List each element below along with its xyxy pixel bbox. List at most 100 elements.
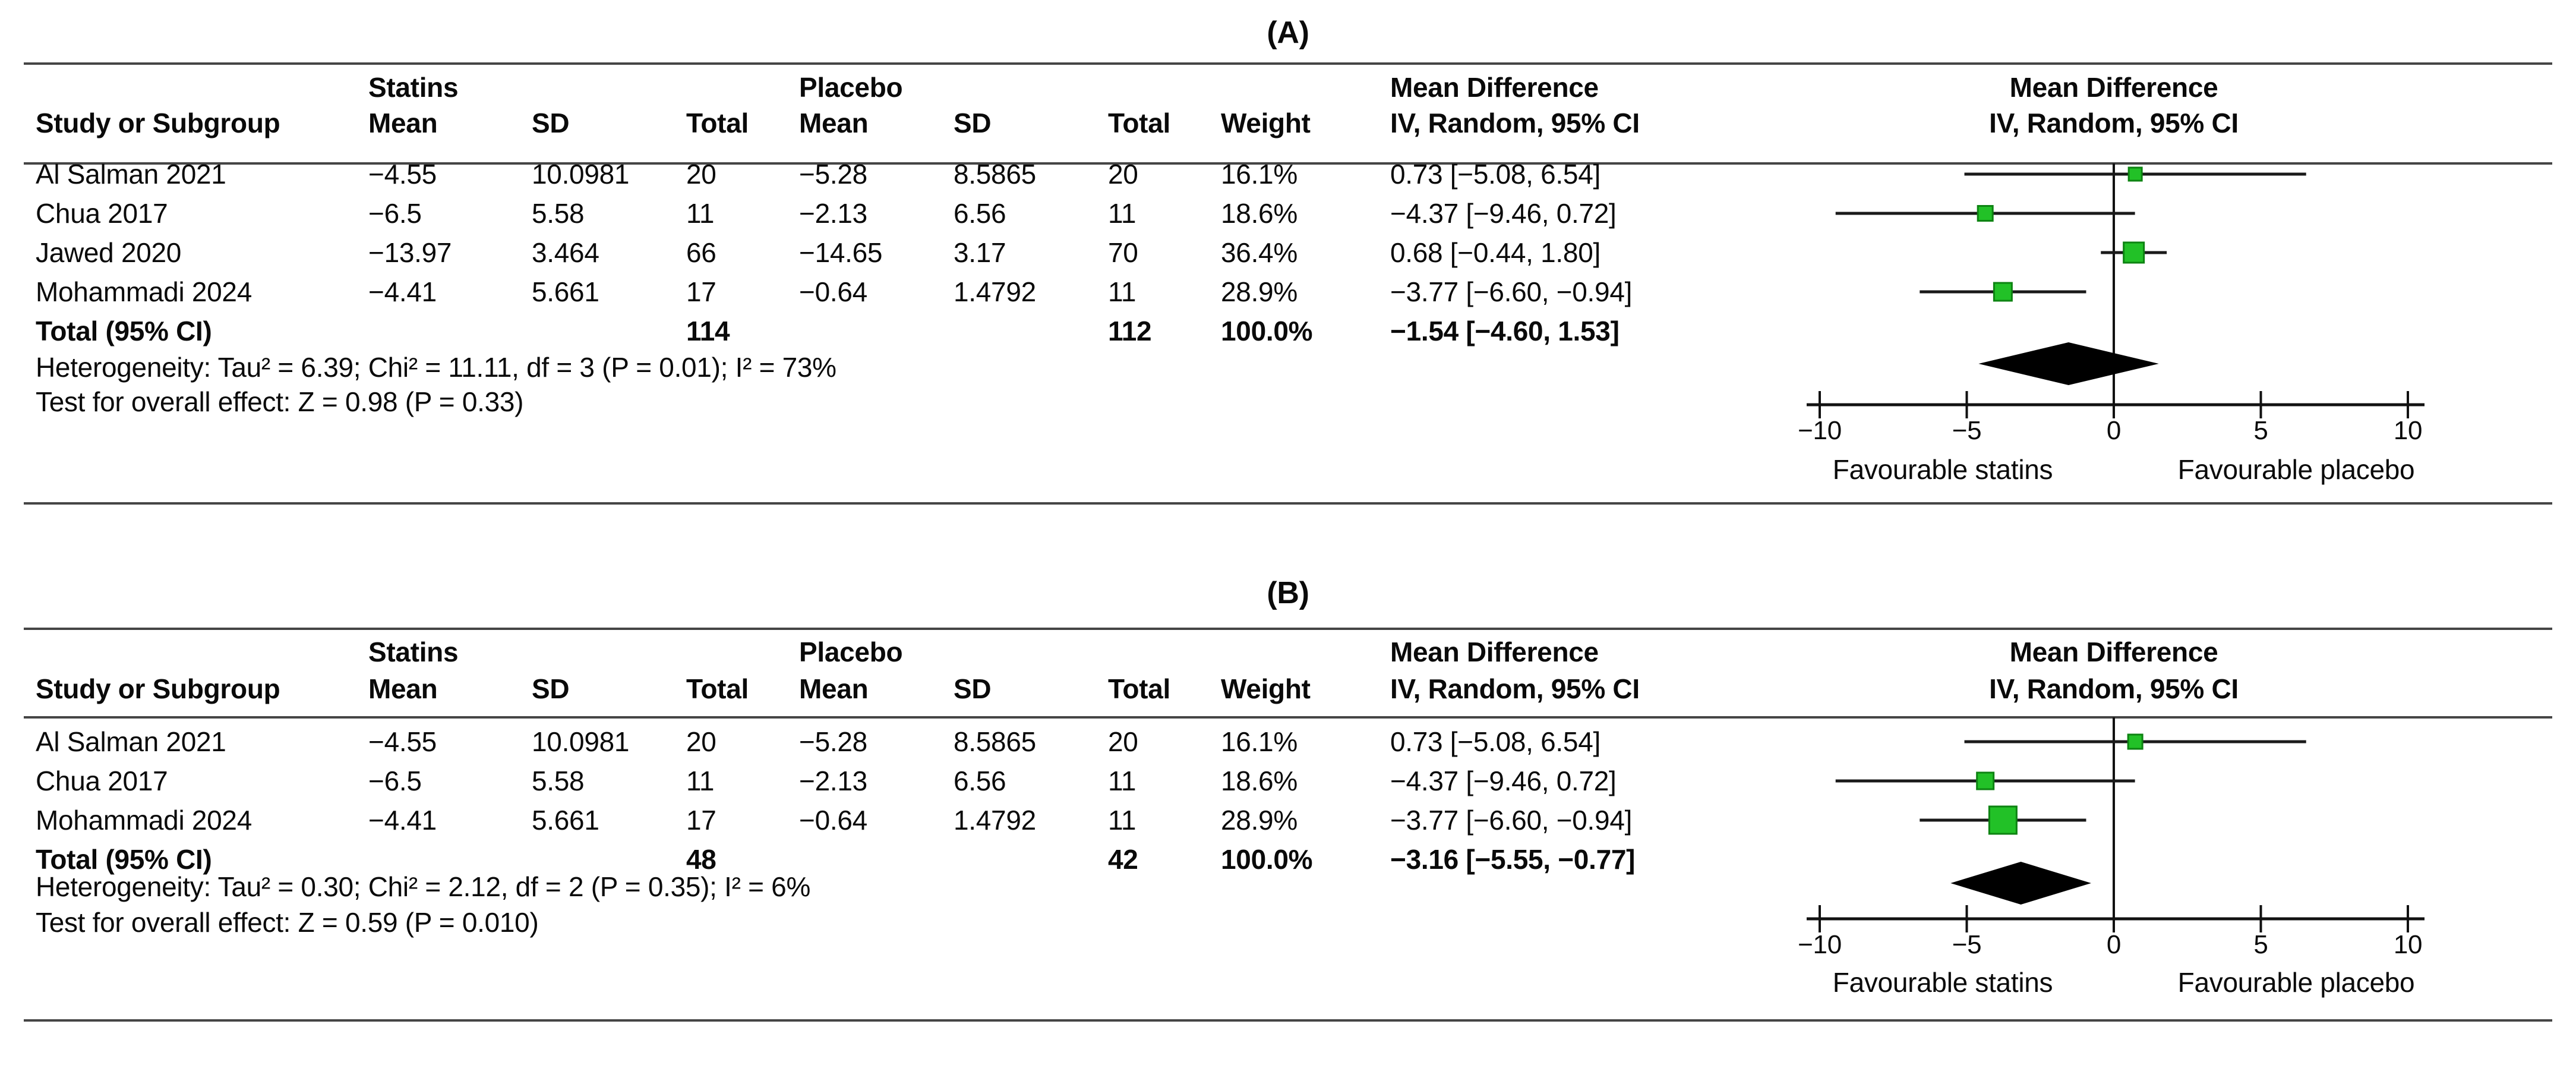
mean1-column-header: Mean bbox=[368, 108, 438, 138]
panel-title: (B) bbox=[1267, 576, 1309, 610]
sd-statins: 3.464 bbox=[532, 237, 599, 268]
top-rule bbox=[24, 62, 2552, 65]
sd-placebo: 8.5865 bbox=[954, 726, 1036, 757]
md-ci-value: −4.37 [−9.46, 0.72] bbox=[1390, 765, 1617, 796]
md-ci-value: −3.77 [−6.60, −0.94] bbox=[1390, 276, 1633, 307]
group1-header: Statins bbox=[368, 637, 459, 667]
total-placebo-sum: 112 bbox=[1108, 316, 1152, 346]
mean-placebo: −5.28 bbox=[799, 159, 867, 190]
total-statins: 66 bbox=[686, 237, 716, 268]
effect-square bbox=[1976, 771, 1995, 790]
sd-placebo: 6.56 bbox=[954, 198, 1006, 229]
md-ci-value: −4.37 [−9.46, 0.72] bbox=[1390, 198, 1617, 229]
total-placebo: 20 bbox=[1108, 726, 1138, 757]
heterogeneity-note: Heterogeneity: Tau² = 6.39; Chi² = 11.11… bbox=[36, 352, 836, 383]
effect-square bbox=[2127, 166, 2143, 182]
sd1-column-header: SD bbox=[532, 673, 570, 704]
md-ci-value: 0.68 [−0.44, 1.80] bbox=[1390, 237, 1600, 268]
study-name: Mohammadi 2024 bbox=[36, 805, 252, 836]
md-ci-value: 0.73 [−5.08, 6.54] bbox=[1390, 159, 1600, 190]
effect-square bbox=[2127, 733, 2143, 750]
total-statins: 11 bbox=[686, 765, 715, 796]
md-column-header: Mean Difference bbox=[1390, 72, 1599, 103]
md-ci-column-header: IV, Random, 95% CI bbox=[1390, 673, 1640, 704]
mean-placebo: −2.13 bbox=[799, 765, 867, 796]
axis-left-annotation: Favourable statins bbox=[1833, 967, 2053, 998]
group1-header: Statins bbox=[368, 72, 459, 103]
mean2-column-header: Mean bbox=[799, 108, 869, 138]
total-weight: 100.0% bbox=[1221, 844, 1313, 875]
axis-tick-label: 10 bbox=[2394, 416, 2422, 445]
sd-statins: 5.661 bbox=[532, 805, 599, 836]
summary-diamond bbox=[1950, 862, 2091, 905]
effect-square bbox=[1977, 205, 1994, 222]
total-md-ci: −1.54 [−4.60, 1.53] bbox=[1390, 316, 1620, 346]
axis-tick-label: −5 bbox=[1952, 930, 1982, 959]
axis-tick-label: 5 bbox=[2253, 930, 2268, 959]
total-placebo-sum: 42 bbox=[1108, 844, 1138, 875]
sd-statins: 5.58 bbox=[532, 198, 585, 229]
mean-statins: −4.55 bbox=[368, 159, 437, 190]
axis-tick-label: −10 bbox=[1798, 930, 1842, 959]
mean-statins: −4.41 bbox=[368, 805, 437, 836]
md-column-header: Mean Difference bbox=[1390, 637, 1599, 667]
axis-tick-label: −10 bbox=[1798, 416, 1842, 445]
mean-placebo: −5.28 bbox=[799, 726, 867, 757]
bottom-rule bbox=[24, 1019, 2552, 1022]
top-rule bbox=[24, 628, 2552, 630]
plot-ci-column-header: IV, Random, 95% CI bbox=[1989, 673, 2239, 704]
figure-panel-b: (B) Statins Placebo Mean Difference Mean… bbox=[0, 559, 2576, 1065]
total-statins: 20 bbox=[686, 159, 716, 190]
effect-square bbox=[1988, 805, 2018, 835]
effect-square bbox=[2123, 241, 2145, 264]
total-statins: 20 bbox=[686, 726, 716, 757]
total-label: Total (95% CI) bbox=[36, 316, 212, 346]
total2-column-header: Total bbox=[1108, 673, 1170, 704]
mean-placebo: −2.13 bbox=[799, 198, 867, 229]
axis-right-annotation: Favourable placebo bbox=[2178, 454, 2415, 485]
study-column-header: Study or Subgroup bbox=[36, 108, 280, 138]
forest-plot-svg: −10 −5 0 5 10 Favourable statins Favourable pl… bbox=[1798, 163, 2425, 485]
sd2-column-header: SD bbox=[954, 108, 992, 138]
heterogeneity-note: Heterogeneity: Tau² = 0.30; Chi² = 2.12,… bbox=[36, 871, 811, 902]
weight-value: 28.9% bbox=[1221, 276, 1298, 307]
weight-value: 18.6% bbox=[1221, 198, 1298, 229]
axis-tick-label: 10 bbox=[2394, 930, 2422, 959]
sd-placebo: 1.4792 bbox=[954, 805, 1036, 836]
weight-value: 16.1% bbox=[1221, 159, 1298, 190]
sd-statins: 10.0981 bbox=[532, 159, 630, 190]
md-ci-value: 0.73 [−5.08, 6.54] bbox=[1390, 726, 1600, 757]
mean-placebo: −0.64 bbox=[799, 276, 867, 307]
total-statins-sum: 48 bbox=[686, 844, 716, 875]
study-name: Chua 2017 bbox=[36, 198, 168, 229]
total-placebo: 11 bbox=[1108, 805, 1137, 836]
mean-statins: −13.97 bbox=[368, 237, 452, 268]
axis-tick-label: −5 bbox=[1952, 416, 1982, 445]
plot-ci-column-header: IV, Random, 95% CI bbox=[1989, 108, 2239, 138]
weight-value: 16.1% bbox=[1221, 726, 1298, 757]
md-ci-value: −3.77 [−6.60, −0.94] bbox=[1390, 805, 1633, 836]
weight-value: 36.4% bbox=[1221, 237, 1298, 268]
effect-square bbox=[1993, 282, 2013, 302]
mean-statins: −6.5 bbox=[368, 765, 422, 796]
axis-tick-label: 5 bbox=[2253, 416, 2268, 445]
total1-column-header: Total bbox=[686, 108, 749, 138]
total1-column-header: Total bbox=[686, 673, 749, 704]
group2-header: Placebo bbox=[799, 72, 903, 103]
plot-column-header: Mean Difference bbox=[2009, 72, 2218, 103]
total-md-ci: −3.16 [−5.55, −0.77] bbox=[1390, 844, 1636, 875]
sd-statins: 5.661 bbox=[532, 276, 599, 307]
mean-statins: −6.5 bbox=[368, 198, 422, 229]
sd-placebo: 1.4792 bbox=[954, 276, 1036, 307]
weight-column-header: Weight bbox=[1221, 673, 1311, 704]
total-statins: 17 bbox=[686, 805, 716, 836]
total-placebo: 20 bbox=[1108, 159, 1138, 190]
header-rule bbox=[24, 716, 2552, 719]
panel-title: (A) bbox=[1267, 15, 1309, 50]
forest-plot-svg: −10 −5 0 5 10 Favourable statins Favourable pl… bbox=[1798, 717, 2425, 998]
sd1-column-header: SD bbox=[532, 108, 570, 138]
mean1-column-header: Mean bbox=[368, 673, 438, 704]
mean2-column-header: Mean bbox=[799, 673, 869, 704]
axis-tick-label: 0 bbox=[2107, 416, 2121, 445]
